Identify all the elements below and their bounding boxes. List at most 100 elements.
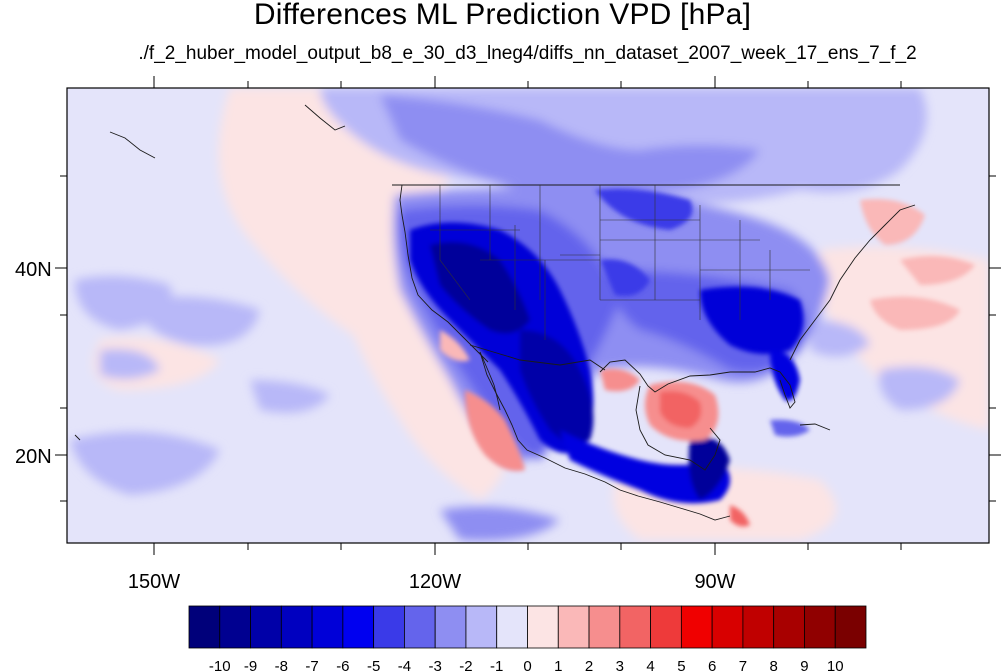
us-east-coastline: [789, 204, 916, 361]
colorbar-tick-label: -3: [429, 658, 442, 672]
atlantic-positive-streak-2: [900, 256, 975, 285]
colorbar-swatch: [496, 605, 528, 649]
colorbar-tick-label: -7: [305, 658, 318, 672]
southeast-strong-core: [700, 286, 804, 354]
colorbar-swatch: [250, 605, 282, 649]
gulf-coastline: [599, 359, 796, 409]
canada-pacific-coast: [304, 104, 346, 131]
y-tick-labels: 40N 20N: [15, 259, 52, 468]
x-tick-labels: 150W 120W 90W: [128, 571, 736, 593]
atlantic-positive-streak: [870, 296, 960, 330]
colorbar-swatch: [465, 605, 498, 649]
canada-negative-core: [380, 95, 760, 195]
colorbar-tick-label: 5: [677, 658, 685, 672]
atlantic-negative-patch: [879, 366, 960, 410]
central-america-positive: [730, 505, 750, 527]
axis-ticks: [55, 76, 1001, 555]
colorbar-tick-label: -10: [209, 658, 231, 672]
colorbar-tick-label: -9: [244, 658, 257, 672]
colorbar-tick-label: 1: [554, 658, 562, 672]
colorbar-tick-label: -8: [275, 658, 288, 672]
central-america-extreme-core: [688, 437, 730, 500]
south-mexico-strong-core: [560, 430, 730, 504]
pacific-negative-patch-5: [250, 380, 330, 413]
mexico-pacific-coastline: [479, 351, 731, 521]
colorbar-tick-label: 6: [708, 658, 716, 672]
colorbar-swatch: [588, 605, 621, 649]
colorbar-tick-label: 3: [616, 658, 624, 672]
plains-core: [600, 259, 650, 296]
major-y-ticks: [55, 267, 1001, 456]
colorbar-swatch: [311, 605, 344, 649]
colorbar-swatch: [404, 605, 436, 649]
anomaly-field: [67, 88, 989, 543]
state-borders: [430, 185, 810, 340]
colorbar-swatch: [680, 605, 713, 649]
colorbar-swatch: [742, 605, 775, 649]
minor-x-ticks: [247, 81, 902, 550]
chart-title: Differences ML Prediction VPD [hPa]: [253, 0, 752, 31]
chart-subtitle: ./f_2_huber_model_output_b8_e_30_d3_lneg…: [138, 43, 917, 64]
colorbar-swatch: [619, 605, 651, 649]
caribbean-negative: [770, 419, 810, 437]
colorbar-tick-label: -6: [336, 658, 349, 672]
colorbar-swatch: [557, 605, 590, 649]
colorbar-swatch: [650, 605, 682, 649]
colorbar-tick-label: -4: [398, 658, 411, 672]
minor-y-ticks: [60, 175, 996, 502]
x-tick-label-120w: 120W: [409, 571, 461, 593]
alaska-coast: [109, 131, 156, 159]
y-tick-label-20n: 20N: [15, 446, 52, 468]
us-west-coastline: [399, 184, 489, 363]
baja-peninsula: [479, 351, 501, 411]
colorbar-swatch: [219, 605, 251, 649]
colorbar: [188, 605, 867, 649]
colorbar-swatch: [342, 605, 375, 649]
texas-coast-positive: [600, 368, 640, 392]
mexico-gulf-coast: [635, 385, 721, 471]
coastal-positive-band: [330, 186, 507, 500]
colorbar-tick-label: -2: [459, 658, 472, 672]
colorbar-swatch: [434, 605, 467, 649]
colorbar-tick-label: 0: [523, 658, 531, 672]
colorbar-swatch: [773, 605, 805, 649]
baja-offshore-positive: [465, 390, 525, 471]
cuba-outline: [799, 423, 831, 431]
us-mexico-border: [469, 344, 606, 371]
colorbar-swatch: [804, 605, 836, 649]
florida-strong-core: [770, 350, 800, 401]
southwest-extreme-core: [430, 242, 530, 334]
colorbar-tick-label: 4: [646, 658, 654, 672]
colorbar-swatch: [280, 605, 313, 649]
hawaii-outline: [74, 434, 81, 441]
colorbar-tick-label: 9: [800, 658, 808, 672]
colorbar-labels: -10 -9 -8 -7 -6 -5 -4 -3 -2 -1 0 1 2 3 4 5 6 7 8 9 10: [209, 658, 844, 672]
northern-plains-core: [595, 188, 693, 230]
colorbar-swatch: [373, 605, 405, 649]
state-lines: [430, 185, 810, 340]
colorbar-tick-label: -1: [490, 658, 503, 672]
atlantic-negative-patch-2: [810, 320, 870, 357]
x-tick-label-90w: 90W: [694, 571, 735, 593]
colorbar-tick-label: 7: [739, 658, 747, 672]
pacific-negative-patch-4: [70, 432, 220, 495]
mexico-strong-core: [520, 330, 594, 444]
colorbar-swatch: [188, 605, 221, 649]
major-x-ticks: [153, 76, 716, 555]
colorbar-tick-label: 8: [770, 658, 778, 672]
pacific-negative-patch-3: [100, 349, 160, 379]
x-tick-label-150w: 150W: [128, 571, 180, 593]
colorbar-swatch: [834, 605, 867, 649]
y-tick-label-40n: 40N: [15, 259, 52, 281]
gulf-positive-core: [660, 391, 702, 428]
colorbar-swatch: [527, 605, 559, 649]
baja-offshore-positive-2: [440, 330, 470, 362]
colorbar-tick-label: 2: [585, 658, 593, 672]
colorbar-swatch: [711, 605, 744, 649]
map-outlines: [74, 104, 916, 521]
tropical-negative-patch: [440, 506, 560, 541]
colorbar-tick-label: 10: [827, 658, 844, 672]
colorbar-tick-label: -5: [367, 658, 380, 672]
pacific-negative-patch-2: [140, 296, 260, 346]
